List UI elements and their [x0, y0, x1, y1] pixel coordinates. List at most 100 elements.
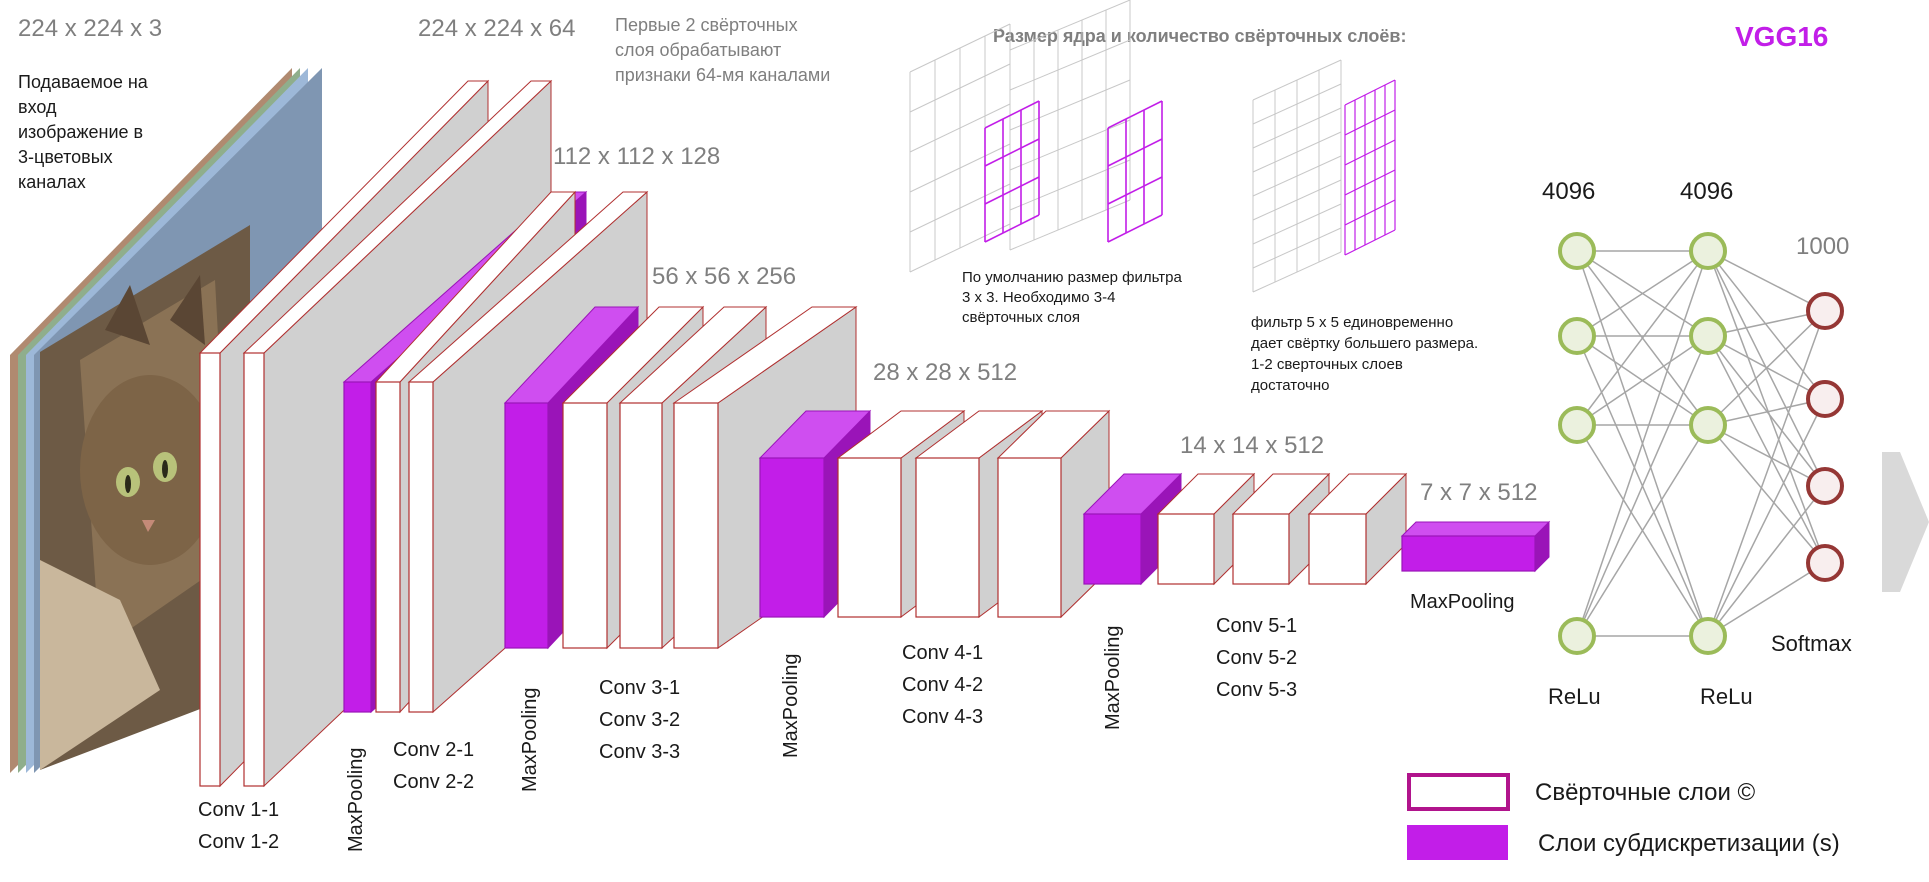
- legend: Свёрточные слои © Слои субдискретизации …: [1407, 773, 1840, 860]
- kernel-bg-grid-c-line: [1252, 83, 1342, 125]
- fc1-neuron: [1558, 232, 1596, 270]
- conv-layer-3-1-front-face: [562, 402, 608, 649]
- kernel-bg-grid-b-line: [1009, 0, 1131, 51]
- input-desc-line: Подаваемое на: [18, 72, 149, 92]
- conv-layer-5-3-front-face: [1308, 513, 1367, 585]
- conv-layer-3-3-front-face: [673, 402, 719, 649]
- kernel-bg-grid-a-line: [909, 103, 1011, 153]
- kernel-5x5-grid-line: [1344, 79, 1396, 106]
- kernel-5x5-grid-line: [1344, 169, 1396, 196]
- block1-note-line: Первые 2 свёрточных: [615, 15, 798, 35]
- connection-fc2-output: [1707, 398, 1826, 426]
- pool-label: MaxPooling: [345, 747, 367, 852]
- kernel-3x3-grid-b-line: [1107, 176, 1163, 205]
- fc1-activation-label: ReLu: [1548, 684, 1601, 709]
- conv-layer-4-3-front-face: [997, 457, 1062, 618]
- conv-label: Conv 4-2: [902, 674, 983, 696]
- maxpool-layer-4-front-face: [1083, 513, 1142, 585]
- kernel-3x3-grid-b-line: [1107, 100, 1163, 129]
- connection-fc2-output: [1707, 424, 1826, 487]
- conv-label: Conv 2-1: [393, 739, 474, 761]
- conv-layer-4-1-front-face: [837, 457, 902, 618]
- pool-label: MaxPooling: [519, 687, 541, 792]
- final-pool-dims-label: 7 x 7 x 512: [1420, 479, 1537, 506]
- conv-label: Conv 3-2: [599, 709, 680, 731]
- connection-fc2-output: [1707, 562, 1826, 637]
- kernel-3x3-grid-a: [984, 100, 1040, 243]
- legend-pool-swatch: [1407, 825, 1508, 860]
- kernel-bg-grid-b-line: [1009, 159, 1131, 211]
- kernel-note-5x5-line: дает свёртку большего размера.: [1251, 335, 1478, 352]
- connection-fc2-output: [1707, 310, 1826, 426]
- conv-layer-4-2-front-face: [915, 457, 980, 618]
- output-neuron: [1806, 467, 1844, 505]
- kernel-bg-grid-c-line: [1252, 155, 1342, 197]
- kernel-5x5-grid-line: [1344, 199, 1396, 226]
- kernel-bg-grid-a-line: [909, 223, 1011, 273]
- diagram-title: VGG16: [1735, 21, 1828, 52]
- final-pool-label: MaxPooling: [1410, 591, 1515, 613]
- kernel-3x3-grid-a-line: [984, 176, 1040, 205]
- conv-layer-3-2-front-face: [619, 402, 663, 649]
- output-neuron: [1806, 380, 1844, 418]
- kernel-bg-grid-a-line: [909, 63, 1011, 113]
- kernel-3x3-grid-a-line: [984, 100, 1040, 129]
- connection-fc1-fc2: [1576, 250, 1709, 637]
- connection-fc1-fc2: [1576, 335, 1709, 426]
- next-arrow-icon: [1882, 452, 1929, 592]
- maxpool-layer-final: [1400, 520, 1551, 573]
- block2-dims-label: 112 x 112 x 128: [553, 143, 720, 170]
- connection-fc2-output: [1707, 250, 1826, 312]
- kernel-5x5-grid: [1344, 79, 1396, 256]
- legend-pool-label: Слои субдискретизации (s): [1538, 830, 1840, 857]
- maxpool-layer-final-front-face: [1401, 535, 1536, 572]
- kernel-3x3-grid-b-line: [1107, 138, 1163, 167]
- kernel-5x5-grid-line: [1344, 109, 1396, 136]
- kernel-3x3-grid-a-line: [984, 214, 1040, 243]
- conv-label: Conv 4-3: [902, 706, 983, 728]
- kernel-bg-grid-c-line: [1252, 131, 1342, 173]
- kernel-bg-grid-c: [1252, 59, 1342, 293]
- block5-dims-label: 14 x 14 x 512: [1180, 432, 1324, 459]
- legend-conv-label: Свёрточные слои ©: [1535, 779, 1756, 806]
- fc2-neuron: [1689, 617, 1727, 655]
- pool-label: MaxPooling: [780, 653, 802, 758]
- maxpool-layer-2-front-face: [504, 402, 549, 649]
- kernel-panel-heading: Размер ядра и количество свёрточных слоё…: [993, 26, 1406, 46]
- kernel-3x3-grid-b: [1107, 100, 1163, 243]
- conv-label: Conv 1-2: [198, 831, 279, 853]
- input-desc-line: 3-цветовых: [18, 147, 113, 167]
- layer-stack: [198, 79, 1551, 788]
- fc2-neuron: [1689, 317, 1727, 355]
- kernel-bg-grid-a-line: [909, 183, 1011, 233]
- input-image-stack: Подаваемое на вход изображение в 3-цвето…: [10, 15, 322, 773]
- kernel-5x5-grid-line: [1344, 229, 1396, 256]
- block1-note: Первые 2 свёрточных слоя обрабатывают пр…: [615, 15, 830, 85]
- fc2-neuron: [1689, 406, 1727, 444]
- connection-fc2-output: [1707, 398, 1826, 637]
- conv-layer-5-2-front-face: [1232, 513, 1290, 585]
- connection-fc2-output: [1707, 335, 1826, 564]
- block1-dims-label: 224 x 224 x 64: [418, 15, 575, 42]
- fc1-neuron: [1558, 406, 1596, 444]
- kernel-bg-grid-c-line: [1252, 203, 1342, 245]
- input-desc-line: каналах: [18, 172, 86, 192]
- kernel-note-3x3-line: По умолчанию размер фильтра: [962, 269, 1182, 286]
- input-desc-line: изображение в: [18, 122, 143, 142]
- cat-photo: [40, 225, 250, 770]
- connection-fc2-output: [1707, 310, 1826, 637]
- conv-label: Conv 5-1: [1216, 615, 1297, 637]
- output-activation-label: Softmax: [1771, 631, 1852, 656]
- maxpool-layer-final-top-face: [1400, 521, 1551, 537]
- kernel-note-3x3-line: 3 х 3. Необходимо 3-4: [962, 289, 1115, 306]
- dense-network: [1558, 232, 1844, 655]
- kernel-grids: [909, 0, 1396, 293]
- fc2-size-label: 4096: [1680, 178, 1733, 205]
- input-description: Подаваемое на вход изображение в 3-цвето…: [18, 72, 149, 192]
- conv-label: Conv 2-2: [393, 771, 474, 793]
- conv-layer-2-1-front-face: [375, 381, 401, 713]
- output-size-label: 1000: [1796, 233, 1849, 260]
- connection-fc1-fc2: [1576, 250, 1709, 426]
- kernel-5x5-grid-line: [1344, 139, 1396, 166]
- connection-fc2-output: [1707, 310, 1826, 337]
